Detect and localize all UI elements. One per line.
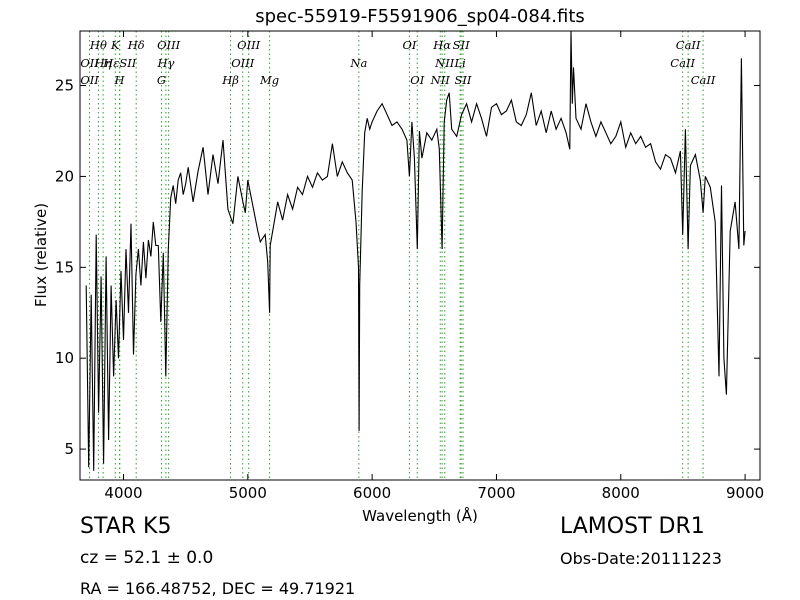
line-id-label: HεSII <box>102 56 137 70</box>
line-id-label: Hδ <box>127 38 145 52</box>
line-id-label: Hα <box>432 38 451 52</box>
line-id-label: OI <box>410 73 424 87</box>
line-id-label: Hγ <box>156 56 174 70</box>
line-id-label: OI <box>402 38 416 52</box>
line-id-label: Na <box>349 56 367 70</box>
x-tick-label: 6000 <box>353 484 391 502</box>
x-tick-label: 9000 <box>726 484 764 502</box>
line-id-label: OIII <box>237 38 261 52</box>
y-tick-label: 20 <box>55 167 74 185</box>
object-class: STAR K5 <box>80 514 172 539</box>
redshift-readout: cz = 52.1 ± 0.0 <box>80 548 214 568</box>
line-id-label: CaII <box>691 73 716 87</box>
line-id-label: Mg <box>259 73 279 87</box>
line-id-label: G <box>157 73 166 87</box>
chart-title: spec-55919-F5591906_sp04-084.fits <box>255 6 585 27</box>
x-tick-label: 7000 <box>477 484 515 502</box>
x-tick-label: 4000 <box>104 484 142 502</box>
line-id-label: SII <box>453 38 470 52</box>
axes-frame <box>79 30 761 481</box>
y-tick-label: 5 <box>64 440 74 458</box>
line-id-label: NII <box>434 56 455 70</box>
x-tick-label: 8000 <box>602 484 640 502</box>
line-id-label: OIII <box>157 38 181 52</box>
line-id-label: CaII <box>676 38 701 52</box>
line-id-label: CaII <box>670 56 695 70</box>
observation-date: Obs-Date:20111223 <box>560 549 722 568</box>
line-id-label: OII <box>80 56 99 70</box>
plot-area: 4000 5000 6000 7000 8000 9000510152025HθOIIHη… <box>55 30 764 502</box>
line-id-label: SII <box>455 73 472 87</box>
x-axis-label: Wavelength (Å) <box>362 506 478 525</box>
line-id-label: NII <box>430 73 451 87</box>
coordinates-readout: RA = 166.48752, DEC = 49.71921 <box>80 579 356 598</box>
spectrum-line <box>85 31 746 471</box>
y-tick-label: 15 <box>55 258 74 276</box>
line-id-label: K <box>110 38 121 52</box>
survey-name: LAMOST DR1 <box>560 514 705 539</box>
line-id-label: OII <box>80 73 99 87</box>
x-tick-label: 5000 <box>229 484 267 502</box>
line-id-label: Hβ <box>221 73 239 87</box>
line-id-label: Hθ <box>89 38 107 52</box>
line-id-label: Hη <box>94 56 112 70</box>
line-id-label: OIII <box>231 56 255 70</box>
y-tick-label: 10 <box>55 349 74 367</box>
line-id-label: H <box>114 73 126 87</box>
line-id-label: Li <box>453 56 466 70</box>
y-tick-label: 25 <box>55 77 74 95</box>
y-axis-label: Flux (relative) <box>32 203 50 307</box>
